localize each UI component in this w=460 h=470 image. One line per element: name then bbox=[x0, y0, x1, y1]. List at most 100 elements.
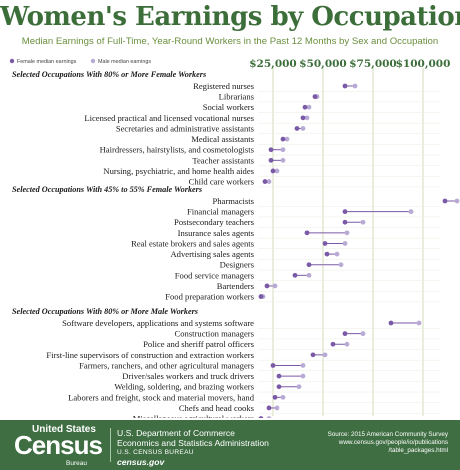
occupation-label: Construction managers bbox=[175, 329, 255, 339]
female-dot bbox=[342, 219, 348, 225]
male-dot bbox=[300, 373, 306, 379]
male-dot bbox=[304, 115, 310, 121]
occupation-label: Financial managers bbox=[187, 207, 255, 217]
legend-female-label: Female median earnings bbox=[17, 59, 77, 65]
legend-male-label: Male median earnings bbox=[98, 59, 151, 65]
occupation-label: Laborers and freight, stock and material… bbox=[68, 392, 255, 402]
source-url-line-1: www.census.gov/people/io/publications bbox=[338, 439, 448, 447]
section-title: Selected Occupations With 80% or More Ma… bbox=[12, 307, 198, 316]
female-dot bbox=[258, 294, 264, 299]
male-dot bbox=[280, 147, 286, 153]
legend-male-marker bbox=[90, 58, 96, 64]
x-tick-label: $50,000 bbox=[299, 58, 347, 70]
footer: United States Census Bureau U.S. Departm… bbox=[0, 420, 460, 470]
male-dot bbox=[280, 157, 286, 163]
female-dot bbox=[322, 241, 328, 246]
female-dot bbox=[276, 373, 282, 379]
source-url-line-2: /table_packages.html bbox=[388, 447, 448, 455]
occupation-label: Miscellaneous agricultural workers bbox=[133, 414, 255, 418]
female-dot bbox=[258, 416, 264, 418]
male-dot bbox=[360, 219, 366, 225]
occupation-label: Food preparation workers bbox=[165, 292, 254, 302]
male-dot bbox=[344, 341, 350, 347]
female-dot bbox=[306, 262, 312, 268]
census-logo: United States Census Bureau bbox=[14, 424, 106, 468]
legend-female-marker bbox=[9, 58, 15, 64]
female-dot bbox=[442, 198, 448, 204]
female-dot bbox=[262, 179, 268, 184]
female-dot bbox=[266, 405, 272, 411]
female-dot bbox=[342, 209, 348, 215]
census-logo-top-text: United States bbox=[32, 424, 96, 435]
occupation-label: Food service managers bbox=[175, 270, 255, 280]
female-dot bbox=[300, 115, 306, 121]
female-dot bbox=[388, 320, 394, 326]
male-dot bbox=[266, 179, 272, 184]
female-dot bbox=[270, 363, 276, 368]
male-dot bbox=[338, 262, 344, 268]
administration-name: Economics and Statistics Administration bbox=[117, 438, 269, 448]
male-dot bbox=[266, 416, 272, 418]
occupation-label: Software developers, applications and sy… bbox=[62, 318, 254, 328]
occupation-label: First-line supervisors of construction a… bbox=[46, 350, 254, 360]
female-dot bbox=[330, 341, 336, 347]
female-dot bbox=[268, 147, 274, 153]
occupation-label: Secretaries and administrative assistant… bbox=[116, 123, 255, 133]
occupation-label: Bartenders bbox=[217, 281, 255, 291]
source-line: Source: 2015 American Community Survey bbox=[327, 431, 448, 438]
census-logo-wordmark: Census bbox=[14, 430, 103, 460]
female-dot bbox=[302, 104, 308, 110]
occupation-label: Medical assistants bbox=[191, 134, 254, 144]
occupation-label: Teacher assistants bbox=[192, 155, 254, 165]
female-dot bbox=[264, 283, 270, 289]
female-dot bbox=[310, 352, 316, 358]
male-dot bbox=[274, 405, 280, 411]
occupation-label: Licensed practical and licensed vocation… bbox=[84, 113, 254, 123]
census-logo-bureau-text: Bureau bbox=[66, 460, 87, 467]
male-dot bbox=[360, 331, 366, 337]
female-dot bbox=[304, 230, 310, 236]
occupation-label: Librarians bbox=[219, 92, 255, 102]
female-dot bbox=[272, 394, 278, 400]
occupation-label: Advertising sales agents bbox=[170, 249, 254, 259]
occupation-label: Police and sheriff patrol officers bbox=[143, 339, 255, 349]
bureau-name: U.S. CENSUS BUREAU bbox=[117, 449, 194, 456]
occupation-label: Hairdressers, hairstylists, and cosmetol… bbox=[100, 145, 255, 155]
male-dot bbox=[342, 241, 348, 246]
x-tick-label: $25,000 bbox=[249, 58, 297, 70]
male-dot bbox=[322, 352, 328, 358]
female-dot bbox=[324, 251, 330, 257]
male-dot bbox=[344, 230, 350, 236]
female-dot bbox=[270, 168, 276, 174]
census-website: census.gov bbox=[117, 457, 165, 467]
occupation-label: Insurance sales agents bbox=[178, 228, 255, 238]
female-dot bbox=[312, 94, 318, 100]
male-dot bbox=[284, 136, 290, 142]
dot-plot-chart: $25,000 $50,000 $75,000$100,000 Female medi… bbox=[9, 58, 460, 418]
male-dot bbox=[416, 320, 422, 326]
female-dot bbox=[294, 126, 300, 131]
section-title: Selected Occupations With 45% to 55% Fem… bbox=[12, 185, 202, 194]
male-dot bbox=[352, 83, 358, 89]
occupation-label: Welding, soldering, and brazing workers bbox=[114, 382, 254, 392]
female-dot bbox=[280, 136, 286, 142]
male-dot bbox=[306, 272, 312, 278]
occupation-label: Postsecondary teachers bbox=[174, 217, 255, 227]
male-dot bbox=[300, 363, 306, 368]
occupation-label: Nursing, psychiatric, and home health ai… bbox=[103, 166, 254, 176]
chart-subtitle: Median Earnings of Full-Time, Year-Round… bbox=[21, 36, 439, 47]
section-title: Selected Occupations With 80% or More Fe… bbox=[12, 70, 206, 79]
male-dot bbox=[280, 394, 286, 400]
male-dot bbox=[454, 198, 460, 204]
occupation-label: Real estate brokers and sales agents bbox=[131, 238, 255, 248]
chart-title: Women's Earnings by Occupation bbox=[0, 2, 460, 32]
x-tick-label: $100,000 bbox=[396, 58, 451, 70]
female-dot bbox=[342, 331, 348, 337]
occupation-label: Pharmacists bbox=[212, 196, 254, 206]
male-dot bbox=[296, 384, 302, 390]
occupation-label: Registered nurses bbox=[193, 81, 255, 91]
female-dot bbox=[342, 83, 348, 89]
department-name: U.S. Department of Commerce bbox=[117, 428, 235, 438]
occupation-label: Designers bbox=[220, 260, 255, 270]
occupation-label: Chefs and head cooks bbox=[179, 403, 255, 413]
